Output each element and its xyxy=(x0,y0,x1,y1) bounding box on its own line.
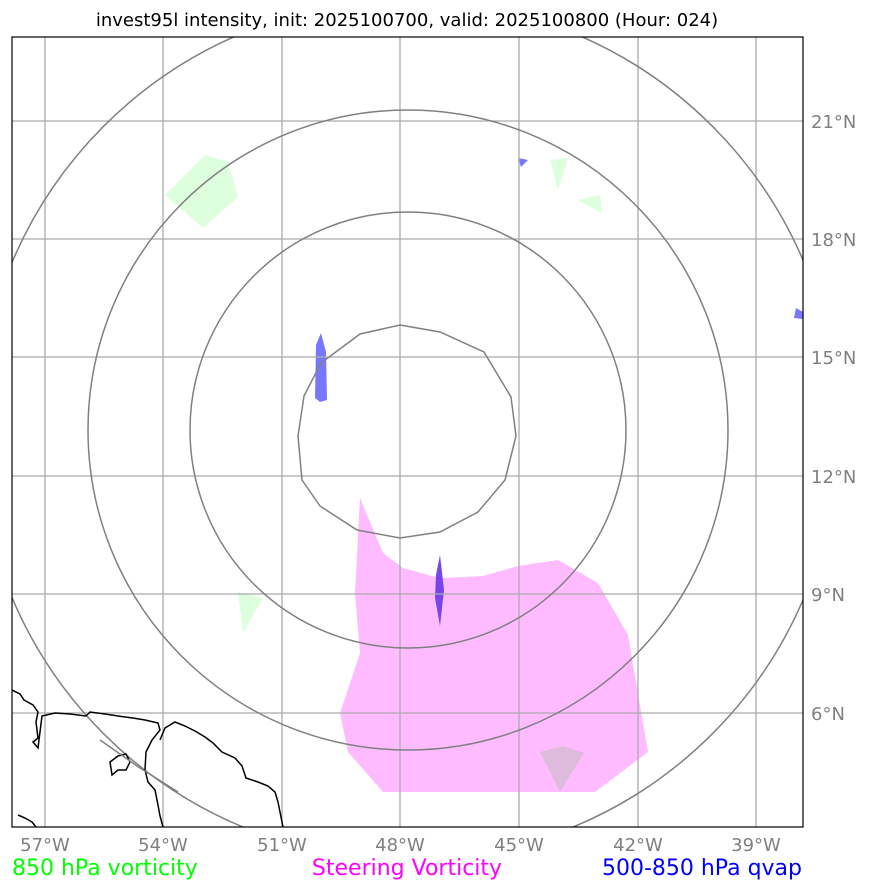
range-ring xyxy=(189,211,627,649)
lon-label: 51°W xyxy=(257,835,307,856)
steering-vorticity-patch xyxy=(340,498,648,792)
lat-label: 6°N xyxy=(811,704,845,725)
qvap-patch xyxy=(435,555,444,626)
border-line xyxy=(99,739,179,793)
vorticity-patch xyxy=(550,158,568,190)
lat-label: 12°N xyxy=(811,467,856,488)
qvap-patch xyxy=(315,333,327,402)
vorticity-patch xyxy=(238,592,263,633)
lon-label: 48°W xyxy=(375,835,425,856)
vorticity-850-fills xyxy=(165,155,602,633)
map-plot-area xyxy=(11,36,804,828)
range-rings xyxy=(12,37,803,827)
coastline-path xyxy=(17,814,37,827)
legend: 850 hPa vorticity Steering Vorticity 500… xyxy=(12,856,802,881)
lon-label: 57°W xyxy=(20,835,70,856)
coastline xyxy=(12,689,284,827)
coastline-path xyxy=(109,753,131,777)
legend-steering-vorticity: Steering Vorticity xyxy=(312,856,502,881)
legend-qvap: 500-850 hPa qvap xyxy=(602,856,802,881)
steering-overlap-patch xyxy=(540,746,584,792)
lat-label: 18°N xyxy=(811,230,856,251)
lon-label: 39°W xyxy=(731,835,781,856)
steering-vorticity-fills xyxy=(340,498,648,792)
lat-label: 21°N xyxy=(811,112,856,133)
legend-vorticity-850: 850 hPa vorticity xyxy=(12,856,198,881)
qvap-fills xyxy=(315,158,803,626)
qvap-patch xyxy=(518,158,528,167)
vorticity-patch xyxy=(165,155,238,228)
lat-label: 15°N xyxy=(811,348,856,369)
lat-label: 9°N xyxy=(811,585,845,606)
coastline-path xyxy=(12,689,164,827)
longitude-labels: 57°W 54°W 51°W 48°W 45°W 42°W 39°W xyxy=(20,835,781,856)
lon-label: 42°W xyxy=(613,835,663,856)
range-ring xyxy=(87,109,729,751)
coastline-path xyxy=(159,721,284,827)
plot-frame xyxy=(11,36,804,828)
lon-label: 54°W xyxy=(138,835,188,856)
qvap-patch xyxy=(794,308,803,319)
range-ring xyxy=(297,324,517,539)
lon-label: 45°W xyxy=(494,835,544,856)
gridlines xyxy=(12,37,803,827)
map-title: invest95l intensity, init: 2025100700, v… xyxy=(96,10,718,31)
vorticity-patch xyxy=(577,195,602,213)
latitude-labels: 21°N 18°N 15°N 12°N 9°N 6°N xyxy=(811,112,856,725)
